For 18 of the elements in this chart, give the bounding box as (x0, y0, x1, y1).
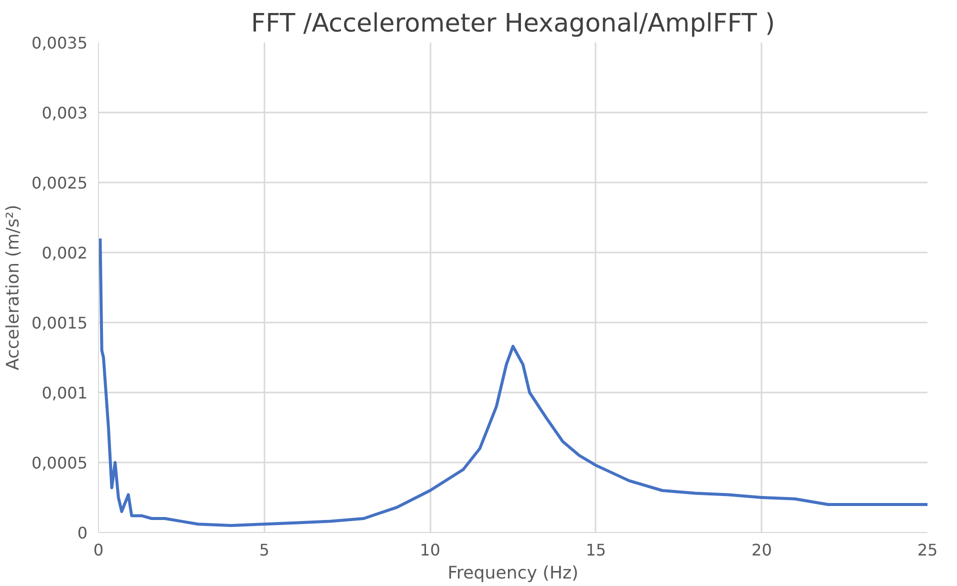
x-tick-label: 5 (259, 540, 270, 560)
x-tick-label: 0 (93, 540, 104, 560)
x-tick-label: 25 (917, 540, 938, 560)
x-axis-title: Frequency (Hz) (448, 564, 578, 584)
y-tick-label: 0,0005 (32, 454, 88, 472)
y-tick-label: 0,003 (42, 104, 88, 122)
chart-title: FFT /Accelerometer Hexagonal/AmplFFT ) (251, 8, 775, 38)
y-tick-label: 0,0035 (32, 34, 88, 52)
x-tick-label: 10 (420, 540, 440, 560)
line-series (98, 237, 928, 527)
x-tick-label: 15 (586, 540, 606, 560)
y-axis-title: Acceleration (m/s²) (4, 204, 24, 370)
y-tick-label: 0,001 (42, 384, 88, 402)
x-tick-label: 20 (752, 540, 772, 560)
y-tick-label: 0,002 (42, 244, 88, 262)
y-tick-label: 0,0025 (32, 174, 88, 192)
y-tick-label: 0,0015 (32, 314, 88, 332)
y-tick-label: 0 (77, 524, 88, 542)
